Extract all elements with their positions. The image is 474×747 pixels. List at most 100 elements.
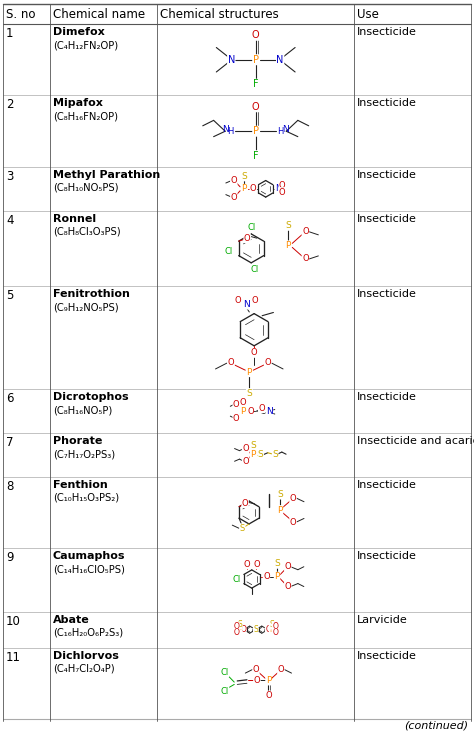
Text: O: O xyxy=(230,176,237,185)
Text: (C₈H₁₆NO₅P): (C₈H₁₆NO₅P) xyxy=(53,406,112,415)
Text: F: F xyxy=(253,79,258,89)
Text: (C₈H₁₀NO₅PS): (C₈H₁₀NO₅PS) xyxy=(53,183,118,193)
Text: Ronnel: Ronnel xyxy=(53,214,96,223)
Text: N: N xyxy=(243,300,249,309)
Text: P: P xyxy=(241,185,247,193)
Text: Cl: Cl xyxy=(250,265,258,274)
Text: O: O xyxy=(290,494,296,503)
Text: Abate: Abate xyxy=(53,615,90,624)
Text: O: O xyxy=(264,358,271,367)
Text: O: O xyxy=(233,414,239,423)
Text: Use: Use xyxy=(357,8,379,21)
Text: 5: 5 xyxy=(6,289,13,302)
Text: Dimefox: Dimefox xyxy=(53,27,105,37)
Text: O: O xyxy=(254,676,260,685)
Text: 2: 2 xyxy=(6,99,13,111)
Text: P: P xyxy=(250,450,255,459)
Text: S: S xyxy=(250,441,256,450)
Text: S: S xyxy=(237,620,242,629)
Text: O: O xyxy=(284,582,291,591)
Text: Mipafox: Mipafox xyxy=(53,99,103,108)
Text: (continued): (continued) xyxy=(404,721,468,731)
Text: Insecticide: Insecticide xyxy=(357,651,417,660)
Text: O: O xyxy=(247,406,254,416)
Text: (C₄H₁₂FN₂OP): (C₄H₁₂FN₂OP) xyxy=(53,40,118,50)
Text: P: P xyxy=(253,126,259,136)
Text: N: N xyxy=(222,125,229,134)
Text: 6: 6 xyxy=(6,392,13,406)
Text: O: O xyxy=(265,691,272,700)
Text: Cl: Cl xyxy=(224,247,232,256)
Text: O: O xyxy=(240,625,246,634)
Text: 7: 7 xyxy=(6,436,13,449)
Text: O: O xyxy=(302,227,309,236)
Text: Fenitrothion: Fenitrothion xyxy=(53,289,130,299)
Text: P: P xyxy=(285,241,291,250)
Text: Dichlorvos: Dichlorvos xyxy=(53,651,118,660)
Text: S: S xyxy=(258,450,264,459)
Text: S: S xyxy=(269,620,274,629)
Text: P: P xyxy=(266,676,271,685)
Text: O: O xyxy=(290,518,296,527)
Text: O: O xyxy=(228,358,234,367)
Text: O: O xyxy=(240,397,246,406)
Text: O: O xyxy=(263,572,270,581)
Text: Larvicide: Larvicide xyxy=(357,615,408,624)
Text: S: S xyxy=(253,625,258,634)
Text: 11: 11 xyxy=(6,651,21,663)
Text: O: O xyxy=(258,403,265,412)
Text: (C₈H₈Cl₃O₃PS): (C₈H₈Cl₃O₃PS) xyxy=(53,226,120,237)
Text: O: O xyxy=(242,444,249,453)
Text: O: O xyxy=(253,665,259,674)
Text: O: O xyxy=(278,665,284,674)
Text: O: O xyxy=(252,31,260,40)
Text: O: O xyxy=(284,562,291,571)
Text: S: S xyxy=(273,450,278,459)
Text: O: O xyxy=(251,296,258,305)
Text: P: P xyxy=(277,506,283,515)
Text: O: O xyxy=(252,102,260,112)
Text: Insecticide: Insecticide xyxy=(357,99,417,108)
Text: Insecticide and acaricide: Insecticide and acaricide xyxy=(357,436,474,446)
Text: O: O xyxy=(272,622,278,631)
Text: O: O xyxy=(265,625,271,634)
Text: N: N xyxy=(266,407,273,416)
Text: 9: 9 xyxy=(6,551,13,564)
Text: O: O xyxy=(242,499,248,508)
Text: P: P xyxy=(253,55,259,65)
Text: S: S xyxy=(285,221,291,230)
Text: Dicrotophos: Dicrotophos xyxy=(53,392,128,403)
Text: O: O xyxy=(244,234,250,243)
Text: Insecticide: Insecticide xyxy=(357,289,417,299)
Text: O: O xyxy=(272,628,278,637)
Text: O: O xyxy=(244,560,251,569)
Text: O: O xyxy=(242,456,249,465)
Text: P: P xyxy=(246,368,252,376)
Text: Insecticide: Insecticide xyxy=(357,392,417,403)
Text: H: H xyxy=(277,127,284,136)
Text: Cl: Cl xyxy=(221,668,229,677)
Text: N: N xyxy=(283,125,289,134)
Text: (C₁₀H₁₅O₃PS₂): (C₁₀H₁₅O₃PS₂) xyxy=(53,493,119,503)
Text: N: N xyxy=(275,185,281,193)
Text: O: O xyxy=(302,255,309,264)
Text: S: S xyxy=(274,560,280,568)
Text: Cl: Cl xyxy=(247,223,255,232)
Text: Chemical name: Chemical name xyxy=(53,8,145,21)
Text: (C₉H₁₂NO₅PS): (C₉H₁₂NO₅PS) xyxy=(53,302,118,312)
Text: O: O xyxy=(250,185,256,193)
Text: P: P xyxy=(269,625,274,634)
Text: (C₁₄H₁₆ClO₅PS): (C₁₄H₁₆ClO₅PS) xyxy=(53,564,125,574)
Text: Caumaphos: Caumaphos xyxy=(53,551,125,561)
Text: S. no: S. no xyxy=(6,8,36,21)
Text: O: O xyxy=(233,628,239,637)
Text: 8: 8 xyxy=(6,480,13,493)
Text: O: O xyxy=(253,560,260,569)
Text: (C₁₆H₂₀O₆P₂S₃): (C₁₆H₂₀O₆P₂S₃) xyxy=(53,627,123,638)
Text: Insecticide: Insecticide xyxy=(357,170,417,180)
Text: S: S xyxy=(241,172,247,181)
Text: O: O xyxy=(251,348,257,357)
Text: Insecticide: Insecticide xyxy=(357,480,417,490)
Text: (C₈H₁₆FN₂OP): (C₈H₁₆FN₂OP) xyxy=(53,111,118,122)
Text: N: N xyxy=(228,55,235,65)
